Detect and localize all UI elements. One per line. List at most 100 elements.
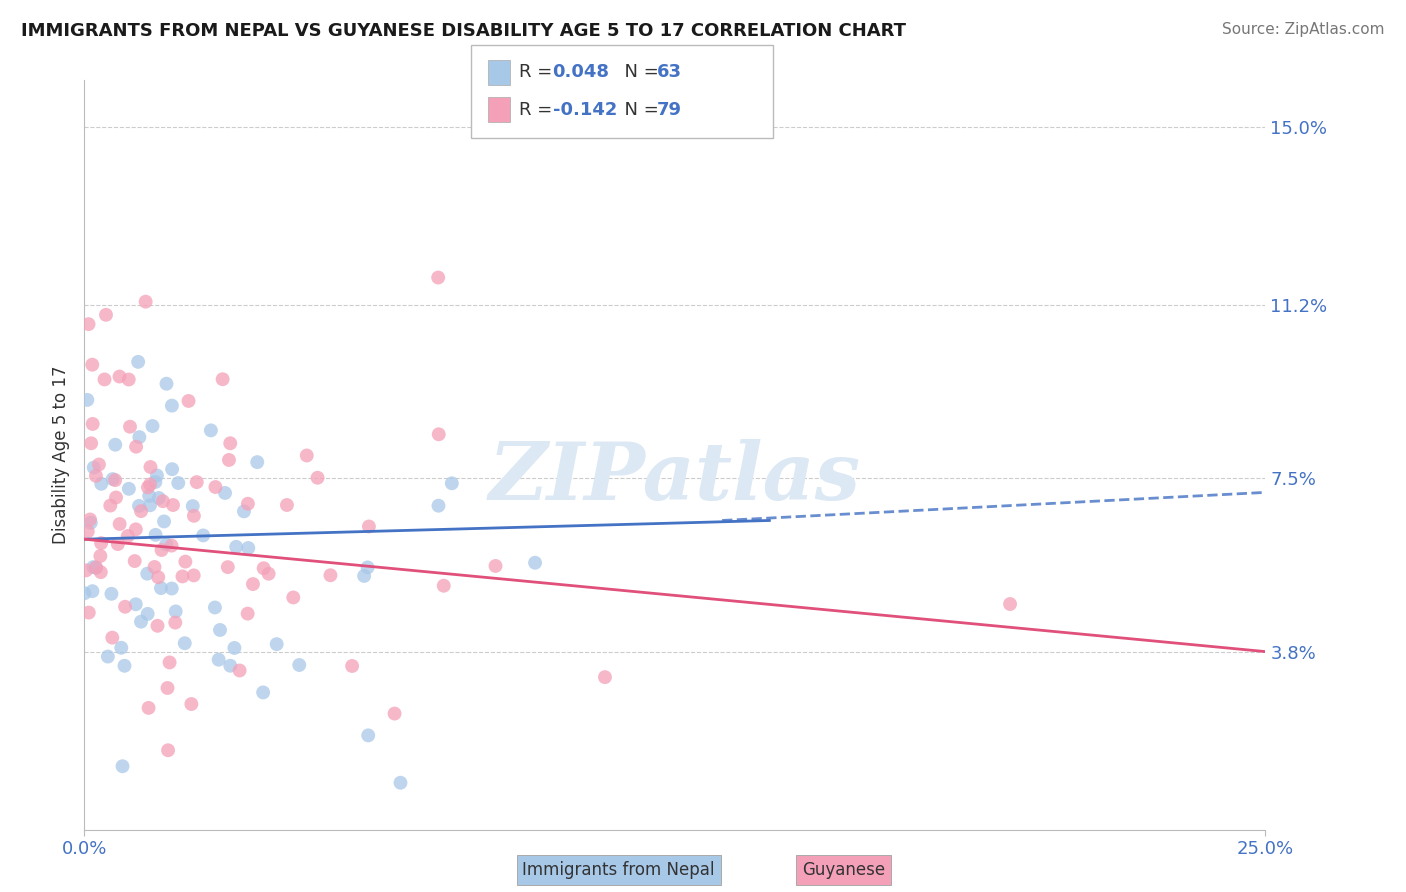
Point bbox=[242, 577, 264, 591]
Point bbox=[104, 438, 127, 452]
Point bbox=[236, 607, 259, 621]
Text: 63: 63 bbox=[657, 63, 682, 81]
Point bbox=[283, 591, 305, 605]
Point bbox=[183, 508, 205, 523]
Point bbox=[150, 581, 173, 595]
Text: ZIPatlas: ZIPatlas bbox=[489, 439, 860, 516]
Text: R =: R = bbox=[519, 101, 558, 119]
Point bbox=[152, 494, 174, 508]
Point bbox=[217, 560, 239, 574]
Point bbox=[357, 519, 380, 533]
Point bbox=[93, 372, 115, 386]
Point bbox=[160, 539, 183, 553]
Point bbox=[110, 640, 132, 655]
Point bbox=[101, 472, 124, 486]
Point bbox=[111, 759, 134, 773]
Point bbox=[139, 498, 162, 512]
Point bbox=[114, 658, 136, 673]
Point bbox=[288, 658, 311, 673]
Point bbox=[146, 468, 169, 483]
Point bbox=[82, 584, 104, 599]
Point bbox=[484, 558, 506, 573]
Point bbox=[145, 475, 167, 489]
Point bbox=[225, 540, 247, 554]
Text: N =: N = bbox=[613, 101, 665, 119]
Point bbox=[998, 597, 1021, 611]
Point bbox=[77, 317, 100, 331]
Point bbox=[124, 554, 146, 568]
Point bbox=[125, 597, 148, 611]
Point bbox=[105, 491, 128, 505]
Point bbox=[433, 579, 456, 593]
Point bbox=[211, 372, 233, 386]
Point bbox=[148, 570, 170, 584]
Point bbox=[160, 462, 183, 476]
Point bbox=[76, 392, 98, 407]
Point bbox=[114, 599, 136, 614]
Point bbox=[76, 524, 98, 539]
Point bbox=[83, 460, 105, 475]
Point bbox=[143, 560, 166, 574]
Point bbox=[208, 653, 231, 667]
Point bbox=[108, 516, 131, 531]
Point bbox=[73, 586, 96, 600]
Point bbox=[94, 308, 117, 322]
Point bbox=[246, 455, 269, 469]
Point bbox=[75, 563, 97, 577]
Point bbox=[238, 541, 260, 555]
Point bbox=[118, 372, 141, 386]
Point bbox=[141, 419, 163, 434]
Point bbox=[593, 670, 616, 684]
Point bbox=[204, 480, 226, 494]
Point bbox=[153, 515, 176, 529]
Point bbox=[77, 606, 100, 620]
Point bbox=[84, 468, 107, 483]
Point bbox=[319, 568, 342, 582]
Point bbox=[357, 728, 380, 742]
Point bbox=[183, 568, 205, 582]
Point bbox=[125, 522, 148, 536]
Point bbox=[427, 427, 450, 442]
Point bbox=[108, 369, 131, 384]
Y-axis label: Disability Age 5 to 17: Disability Age 5 to 17 bbox=[52, 366, 70, 544]
Point bbox=[136, 607, 159, 621]
Point bbox=[427, 270, 450, 285]
Point bbox=[145, 528, 167, 542]
Text: Immigrants from Nepal: Immigrants from Nepal bbox=[523, 861, 714, 879]
Point bbox=[79, 512, 101, 526]
Point bbox=[524, 556, 547, 570]
Point bbox=[228, 664, 250, 678]
Point bbox=[98, 499, 121, 513]
Point bbox=[97, 649, 120, 664]
Point bbox=[181, 499, 204, 513]
Point bbox=[172, 569, 194, 583]
Point bbox=[384, 706, 406, 721]
Point bbox=[125, 440, 148, 454]
Point bbox=[160, 582, 183, 596]
Point bbox=[204, 600, 226, 615]
Text: N =: N = bbox=[613, 63, 665, 81]
Point bbox=[82, 560, 104, 574]
Point bbox=[156, 681, 179, 695]
Point bbox=[174, 555, 197, 569]
Point bbox=[155, 537, 177, 551]
Point bbox=[89, 549, 111, 563]
Point bbox=[186, 475, 208, 489]
Point bbox=[139, 460, 162, 475]
Point bbox=[440, 476, 463, 491]
Point bbox=[253, 561, 276, 575]
Point bbox=[340, 659, 363, 673]
Point bbox=[219, 658, 242, 673]
Point bbox=[84, 560, 107, 574]
Point bbox=[214, 486, 236, 500]
Text: Guyanese: Guyanese bbox=[801, 861, 886, 879]
Point bbox=[80, 516, 103, 530]
Point bbox=[80, 436, 103, 450]
Point bbox=[165, 615, 187, 630]
Point bbox=[84, 561, 107, 575]
Point bbox=[129, 504, 152, 518]
Text: 0.048: 0.048 bbox=[553, 63, 610, 81]
Point bbox=[117, 529, 139, 543]
Point bbox=[128, 430, 150, 444]
Point bbox=[180, 697, 202, 711]
